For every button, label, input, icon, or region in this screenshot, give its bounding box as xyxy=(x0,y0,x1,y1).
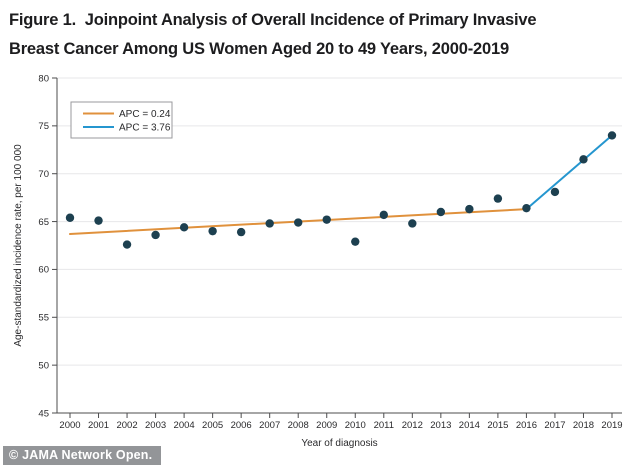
x-tick-label-2012: 2012 xyxy=(402,420,423,431)
x-tick-label-2006: 2006 xyxy=(231,420,252,431)
x-axis-title: Year of diagnosis xyxy=(301,438,377,449)
y-tick-label-55: 55 xyxy=(38,313,49,324)
x-tick-label-2017: 2017 xyxy=(544,420,565,431)
figure-title-line1: Figure 1. Joinpoint Analysis of Overall … xyxy=(9,11,537,29)
data-point-2002 xyxy=(122,240,132,249)
x-tick-label-2013: 2013 xyxy=(430,420,451,431)
data-point-2008 xyxy=(294,218,303,227)
data-point-2007 xyxy=(265,219,274,228)
data-point-2005 xyxy=(208,226,217,236)
data-point-2010 xyxy=(351,237,360,246)
x-tick-label-2008: 2008 xyxy=(288,420,309,431)
jama-network-open-badge: © JAMA Network Open. xyxy=(3,446,162,465)
x-tick-label-2009: 2009 xyxy=(316,420,337,431)
data-point-2011 xyxy=(379,210,388,220)
data-point-2004 xyxy=(179,223,189,232)
data-point-2001 xyxy=(94,216,103,225)
figure-title: Figure 1. Joinpoint Analysis of Overall … xyxy=(9,6,621,64)
y-tick-label-50: 50 xyxy=(38,360,49,371)
data-point-2015 xyxy=(493,194,503,203)
data-point-2013 xyxy=(436,207,446,217)
x-tick-label-2002: 2002 xyxy=(116,420,137,431)
y-tick-label-70: 70 xyxy=(38,169,49,180)
data-point-2003 xyxy=(151,230,160,240)
x-tick-label-2007: 2007 xyxy=(259,420,280,431)
data-point-2006 xyxy=(236,227,246,237)
data-point-2009 xyxy=(322,215,331,224)
y-tick-label-60: 60 xyxy=(38,265,49,276)
figure-title-line2: Breast Cancer Among US Women Aged 20 to … xyxy=(9,40,509,58)
y-tick-label-45: 45 xyxy=(38,408,49,419)
data-point-2000 xyxy=(65,213,75,222)
y-tick-label-75: 75 xyxy=(38,121,49,132)
trend-segment-apc-376 xyxy=(525,134,613,211)
x-tick-label-2004: 2004 xyxy=(174,420,195,431)
data-point-2012 xyxy=(408,219,417,228)
joinpoint-chart: 45 50 55 60 65 70 75 80 2000 2001 2002 2003 2004 2005… xyxy=(13,73,623,449)
x-tick-label-2018: 2018 xyxy=(573,420,594,431)
data-point-2017 xyxy=(550,187,560,197)
data-point-2014 xyxy=(465,204,474,214)
y-tick-label-80: 80 xyxy=(38,73,49,84)
x-tick-label-2011: 2011 xyxy=(374,420,394,431)
x-tick-label-2001: 2001 xyxy=(88,420,109,431)
x-tick-label-2003: 2003 xyxy=(145,420,166,431)
x-tick-label-2005: 2005 xyxy=(202,420,223,431)
y-tick-label-65: 65 xyxy=(38,217,49,228)
x-tick-label-2010: 2010 xyxy=(345,420,366,431)
data-point-2016 xyxy=(522,203,531,213)
legend-label-apc-376: APC = 3.76 xyxy=(119,122,171,133)
data-point-2019 xyxy=(607,131,617,140)
x-tick-label-2016: 2016 xyxy=(516,420,537,431)
legend-label-apc-024: APC = 0.24 xyxy=(119,109,171,120)
x-tick-label-2000: 2000 xyxy=(59,420,80,431)
x-tick-label-2019: 2019 xyxy=(601,420,622,431)
x-tick-label-2014: 2014 xyxy=(459,420,480,431)
data-point-2018 xyxy=(579,155,588,164)
x-tick-label-2015: 2015 xyxy=(487,420,508,431)
y-axis-title: Age-standardized incidence rate, per 100… xyxy=(13,144,24,347)
legend-box xyxy=(70,101,173,139)
